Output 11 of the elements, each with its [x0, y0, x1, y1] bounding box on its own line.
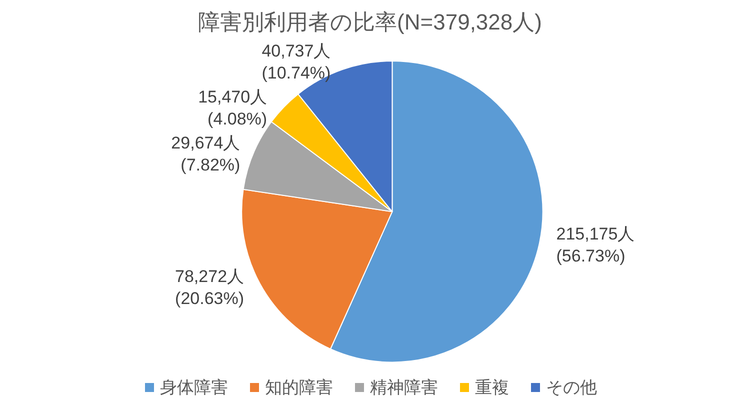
data-label: 78,272人 (20.63%) — [175, 267, 244, 308]
data-label: 40,737人 (10.74%) — [262, 41, 331, 82]
data-label: 29,674人 (7.82%) — [171, 133, 240, 174]
chart-title: 障害別利用者の比率(N=379,328人) — [198, 10, 542, 34]
legend-label: 身体障害 — [160, 378, 228, 397]
data-label: 15,470人 (4.08%) — [198, 87, 268, 128]
legend-label: 精神障害 — [370, 378, 438, 397]
legend-label: 知的障害 — [265, 378, 333, 397]
data-label: 215,175人 (56.73%) — [556, 224, 635, 266]
legend-label: 重複 — [475, 378, 509, 397]
legend-label: その他 — [546, 378, 597, 397]
